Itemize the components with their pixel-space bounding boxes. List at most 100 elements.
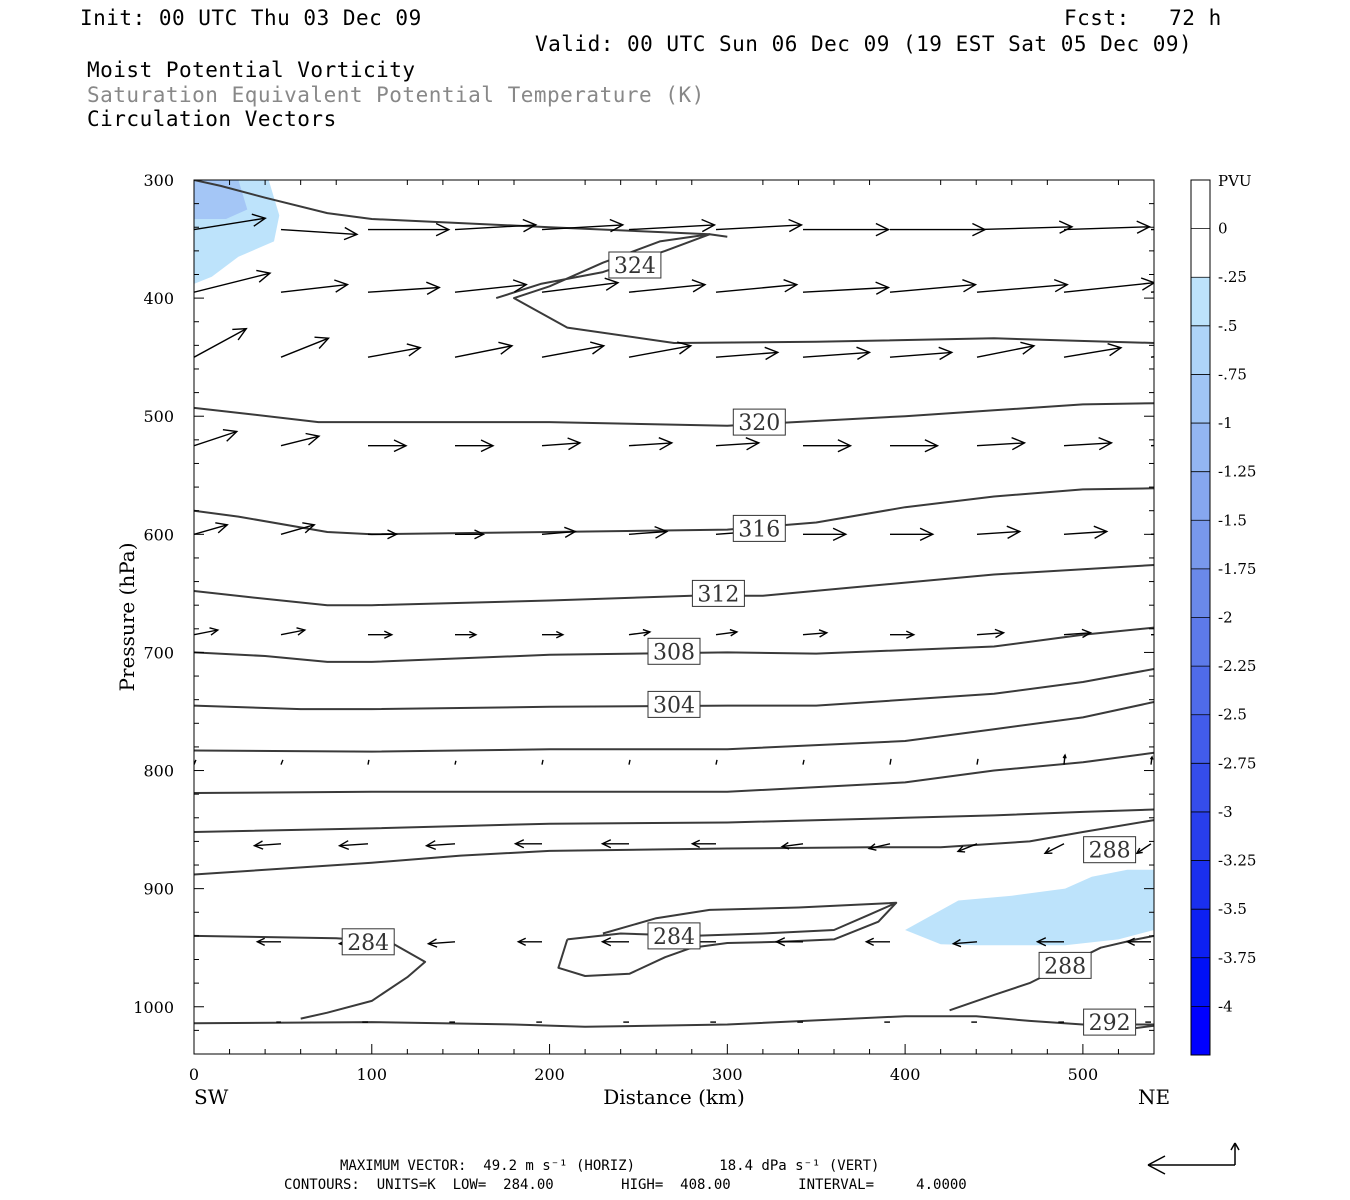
vector-head [516, 937, 527, 947]
vector-head [305, 432, 321, 446]
vector-shaft [1063, 632, 1091, 636]
vector-head [387, 529, 399, 540]
vector-head [1310, 278, 1323, 290]
vector-shaft [976, 530, 1020, 535]
vector-shaft [802, 351, 870, 358]
contour-layer [194, 180, 1154, 1034]
vector-shaft [541, 345, 604, 358]
circulation-vector [889, 758, 892, 765]
vector-shaft [194, 328, 247, 358]
contour-label-text: 324 [614, 254, 656, 279]
circulation-vector [194, 429, 239, 447]
contour-label-text: 292 [1089, 1011, 1131, 1036]
vector-shaft [280, 524, 315, 535]
circulation-vector [1238, 340, 1305, 358]
vector-shaft [367, 759, 370, 765]
vector-head [1149, 755, 1154, 760]
vector-shaft [802, 632, 827, 636]
circulation-vector [976, 758, 979, 765]
contour-label-box [691, 579, 745, 607]
max-vector-info: MAXIMUM VECTOR: 49.2 m s⁻¹ (HORIZ) 18.4 … [340, 1158, 880, 1174]
contour-line-5 [194, 668, 1154, 711]
vector-head [383, 630, 394, 639]
y-tick-label: 400 [143, 289, 174, 308]
vector-head [994, 628, 1006, 639]
vector-shaft [715, 759, 718, 765]
contour-line-1 [194, 487, 1154, 536]
vector-shaft [802, 759, 805, 765]
vector-head [1316, 224, 1329, 236]
vector-shaft [976, 758, 979, 765]
y-tick-label: 800 [143, 762, 174, 781]
x-axis-label: Distance (km) [603, 1085, 745, 1109]
vector-shaft [628, 759, 631, 765]
circulation-vector [280, 432, 321, 447]
contour-label-text: 320 [738, 411, 780, 436]
vector-shaft [194, 217, 266, 231]
circulation-vector [600, 937, 629, 947]
vector-head [337, 840, 350, 851]
vector-head [600, 937, 612, 947]
vector-head [1081, 628, 1093, 639]
colorbar-tick-label: -.25 [1218, 268, 1247, 286]
colorbar-frame [1190, 179, 1211, 1056]
vector-shaft [715, 224, 802, 231]
circulation-vector [424, 840, 456, 851]
vector-shaft [1238, 530, 1281, 535]
contour-line-14 [495, 233, 1154, 344]
init-time: Init: 00 UTC Thu 03 Dec 09 [80, 6, 422, 30]
vector-head [256, 269, 272, 283]
circulation-vector [1135, 843, 1152, 855]
colorbar-tick-label: -1 [1218, 414, 1233, 432]
contour-line-7 [194, 751, 1154, 794]
vector-head [837, 439, 853, 453]
circulation-vector [976, 220, 1074, 234]
circulation-vector [803, 527, 848, 542]
circulation-vector [455, 439, 495, 453]
pv-shading-layer [194, 180, 1154, 946]
colorbar-tick-label: -4 [1218, 997, 1233, 1015]
contour-label: 316 [732, 514, 786, 542]
circulation-vector [890, 439, 940, 453]
vector-shaft [1044, 843, 1065, 854]
vector-shaft [715, 283, 797, 293]
vector-shaft [715, 631, 737, 636]
circulation-vector [280, 279, 350, 293]
circulation-vector [715, 218, 804, 233]
vector-shaft [976, 226, 1073, 231]
vector-head [251, 213, 267, 227]
vector-head [406, 343, 422, 357]
circulation-vector [542, 630, 565, 639]
vector-head [567, 437, 582, 451]
contour-line-8 [194, 808, 1154, 833]
colorbar-tick-label: -2.25 [1218, 657, 1256, 675]
vector-shaft [541, 759, 544, 765]
vector-shaft [194, 272, 271, 293]
vector-head [590, 341, 606, 355]
vector-layer [194, 213, 1329, 1023]
vector-shaft [454, 283, 527, 293]
colorbar-title: PVU [1218, 172, 1252, 190]
circulation-vector [890, 630, 916, 639]
circulation-vector [1063, 277, 1154, 293]
vector-head [604, 277, 620, 291]
vector-shaft [280, 629, 305, 636]
vector-shaft [976, 345, 1035, 358]
circulation-vector [367, 343, 422, 358]
x-tick-label: 300 [712, 1065, 743, 1084]
circulation-vector [890, 527, 935, 542]
y-axis-label: Pressure (hPa) [115, 543, 139, 692]
circulation-vector [1035, 937, 1064, 947]
vector-shaft [1238, 283, 1324, 293]
contour-line-2 [194, 402, 1154, 427]
vector-head [951, 938, 962, 948]
circulation-vector [367, 759, 370, 765]
vector-head [1140, 277, 1154, 291]
contour-label-text: 284 [347, 931, 389, 956]
reference-vector-icon [1147, 1142, 1240, 1175]
contour-label-box [1038, 951, 1092, 979]
vector-head [1035, 937, 1047, 947]
colorbar-tick-label: -1.25 [1218, 463, 1256, 481]
vector-shaft [628, 631, 650, 636]
vector-head [956, 845, 966, 853]
